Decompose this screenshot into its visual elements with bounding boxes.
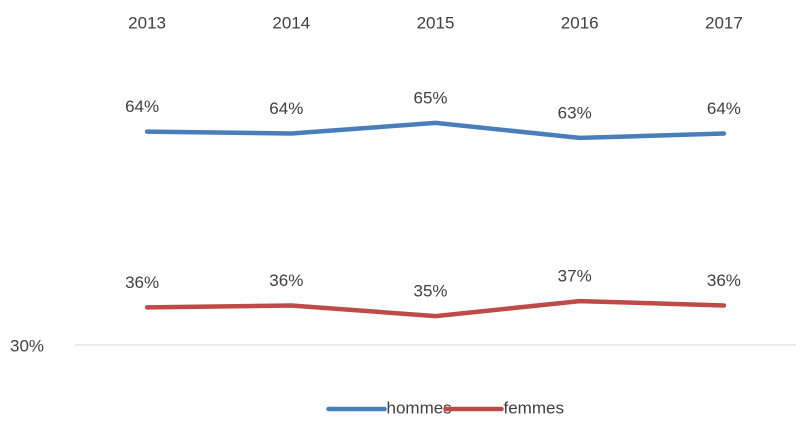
- x-tick-label: 2014: [272, 13, 310, 32]
- data-label: 37%: [558, 267, 592, 286]
- data-label: 64%: [707, 99, 741, 118]
- x-tick-label: 2015: [417, 13, 455, 32]
- data-label: 64%: [269, 99, 303, 118]
- data-label: 36%: [269, 271, 303, 290]
- data-label: 35%: [413, 282, 447, 301]
- data-label: 36%: [125, 273, 159, 292]
- legend-label: femmes: [504, 398, 564, 417]
- series-line: [144, 120, 727, 141]
- series-line: [144, 298, 727, 319]
- legend-label: hommes: [387, 398, 452, 417]
- data-label: 65%: [413, 88, 447, 107]
- x-tick-label: 2016: [561, 13, 599, 32]
- x-tick-label: 2017: [705, 13, 743, 32]
- data-label: 36%: [707, 271, 741, 290]
- data-label: 64%: [125, 97, 159, 116]
- x-tick-label: 2013: [128, 13, 166, 32]
- y-tick-label: 30%: [10, 336, 44, 355]
- data-label: 63%: [558, 103, 592, 122]
